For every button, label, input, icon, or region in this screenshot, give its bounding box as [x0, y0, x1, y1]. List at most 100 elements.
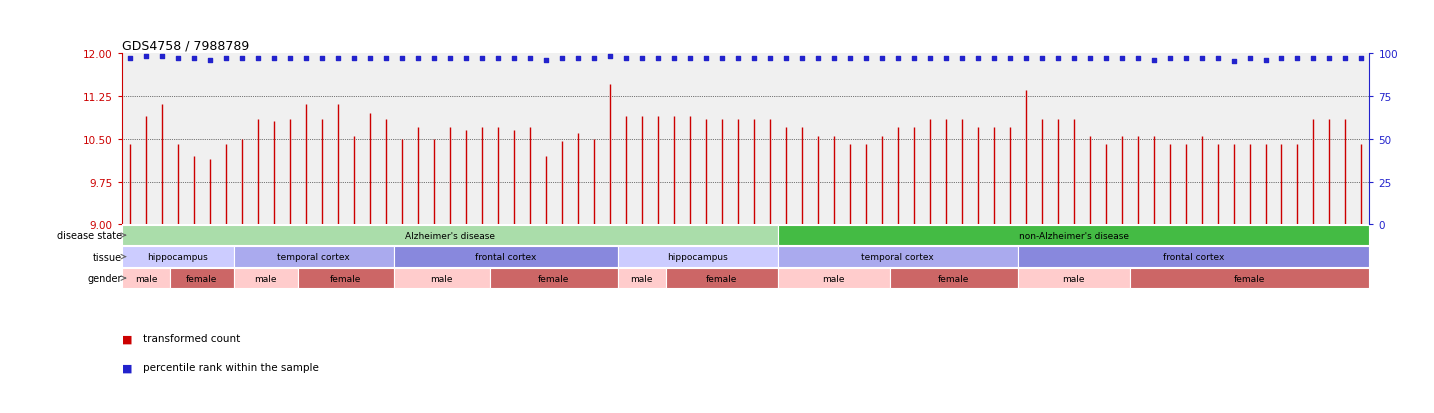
Point	[630, 55, 652, 62]
Bar	[665, 268, 777, 289]
Point	[1334, 55, 1357, 62]
Point	[518, 55, 541, 62]
Bar	[1130, 268, 1369, 289]
Point	[1253, 57, 1276, 64]
Point	[470, 55, 493, 62]
Text: non-Alzheimer's disease: non-Alzheimer's disease	[1018, 231, 1129, 240]
Point	[1063, 55, 1086, 62]
Point	[166, 55, 189, 62]
Point	[535, 57, 558, 64]
Point	[1094, 55, 1117, 62]
Point	[614, 55, 637, 62]
Point	[551, 55, 574, 62]
Text: ■: ■	[122, 363, 132, 373]
Text: female: female	[186, 274, 218, 283]
Text: male: male	[631, 274, 652, 283]
Bar	[1018, 268, 1130, 289]
Point	[870, 55, 893, 62]
Point	[1318, 55, 1341, 62]
Text: Alzheimer's disease: Alzheimer's disease	[404, 231, 495, 240]
Text: female: female	[706, 274, 737, 283]
Point	[918, 55, 941, 62]
Point	[1174, 55, 1197, 62]
Bar	[618, 268, 665, 289]
Point	[1271, 55, 1293, 62]
Point	[198, 57, 221, 64]
Point	[119, 55, 142, 62]
Bar	[394, 268, 490, 289]
Point	[837, 55, 860, 62]
Point	[743, 55, 766, 62]
Bar	[169, 268, 234, 289]
Point	[262, 55, 285, 62]
Point	[1014, 55, 1037, 62]
Point	[1078, 55, 1101, 62]
Point	[647, 55, 670, 62]
Bar	[490, 268, 618, 289]
Bar	[889, 268, 1018, 289]
Text: temporal cortex: temporal cortex	[862, 252, 934, 261]
Point	[774, 55, 797, 62]
Text: male: male	[255, 274, 277, 283]
Point	[566, 55, 589, 62]
Point	[759, 55, 782, 62]
Point	[1302, 55, 1325, 62]
Text: male: male	[430, 274, 453, 283]
Point	[310, 55, 333, 62]
Point	[1238, 55, 1260, 62]
Text: temporal cortex: temporal cortex	[277, 252, 350, 261]
Point	[951, 55, 974, 62]
Point	[694, 55, 717, 62]
Point	[1045, 55, 1068, 62]
Point	[182, 55, 205, 62]
Point	[1349, 55, 1372, 62]
Bar	[122, 225, 777, 246]
Point	[231, 55, 254, 62]
Bar	[122, 247, 234, 267]
Text: female: female	[1233, 274, 1265, 283]
Point	[678, 55, 701, 62]
Point	[1222, 59, 1245, 66]
Text: frontal cortex: frontal cortex	[475, 252, 536, 261]
Point	[343, 55, 366, 62]
Text: male: male	[823, 274, 845, 283]
Point	[151, 54, 174, 60]
Point	[1286, 55, 1309, 62]
Bar	[394, 247, 618, 267]
Point	[278, 55, 301, 62]
Point	[215, 55, 238, 62]
Bar	[777, 268, 889, 289]
Text: female: female	[538, 274, 569, 283]
Point	[663, 55, 685, 62]
Point	[406, 55, 429, 62]
Text: percentile rank within the sample: percentile rank within the sample	[143, 363, 320, 373]
Text: gender: gender	[87, 273, 122, 283]
Point	[1110, 55, 1133, 62]
Text: male: male	[135, 274, 158, 283]
Bar	[777, 225, 1369, 246]
Point	[998, 55, 1021, 62]
Bar	[777, 247, 1018, 267]
Point	[439, 55, 462, 62]
Point	[855, 55, 878, 62]
Text: tissue: tissue	[93, 252, 122, 262]
Point	[1206, 55, 1229, 62]
Point	[374, 55, 397, 62]
Point	[1190, 55, 1213, 62]
Point	[967, 55, 989, 62]
Text: disease state: disease state	[57, 230, 122, 241]
Point	[726, 55, 749, 62]
Point	[582, 55, 605, 62]
Point	[390, 55, 413, 62]
Point	[1030, 55, 1053, 62]
Point	[1141, 57, 1164, 64]
Text: hippocampus: hippocampus	[148, 252, 208, 261]
Point	[486, 55, 509, 62]
Point	[135, 54, 158, 60]
Point	[902, 55, 925, 62]
Text: male: male	[1063, 274, 1084, 283]
Bar	[1018, 247, 1369, 267]
Point	[294, 55, 317, 62]
Point	[455, 55, 478, 62]
Point	[247, 55, 270, 62]
